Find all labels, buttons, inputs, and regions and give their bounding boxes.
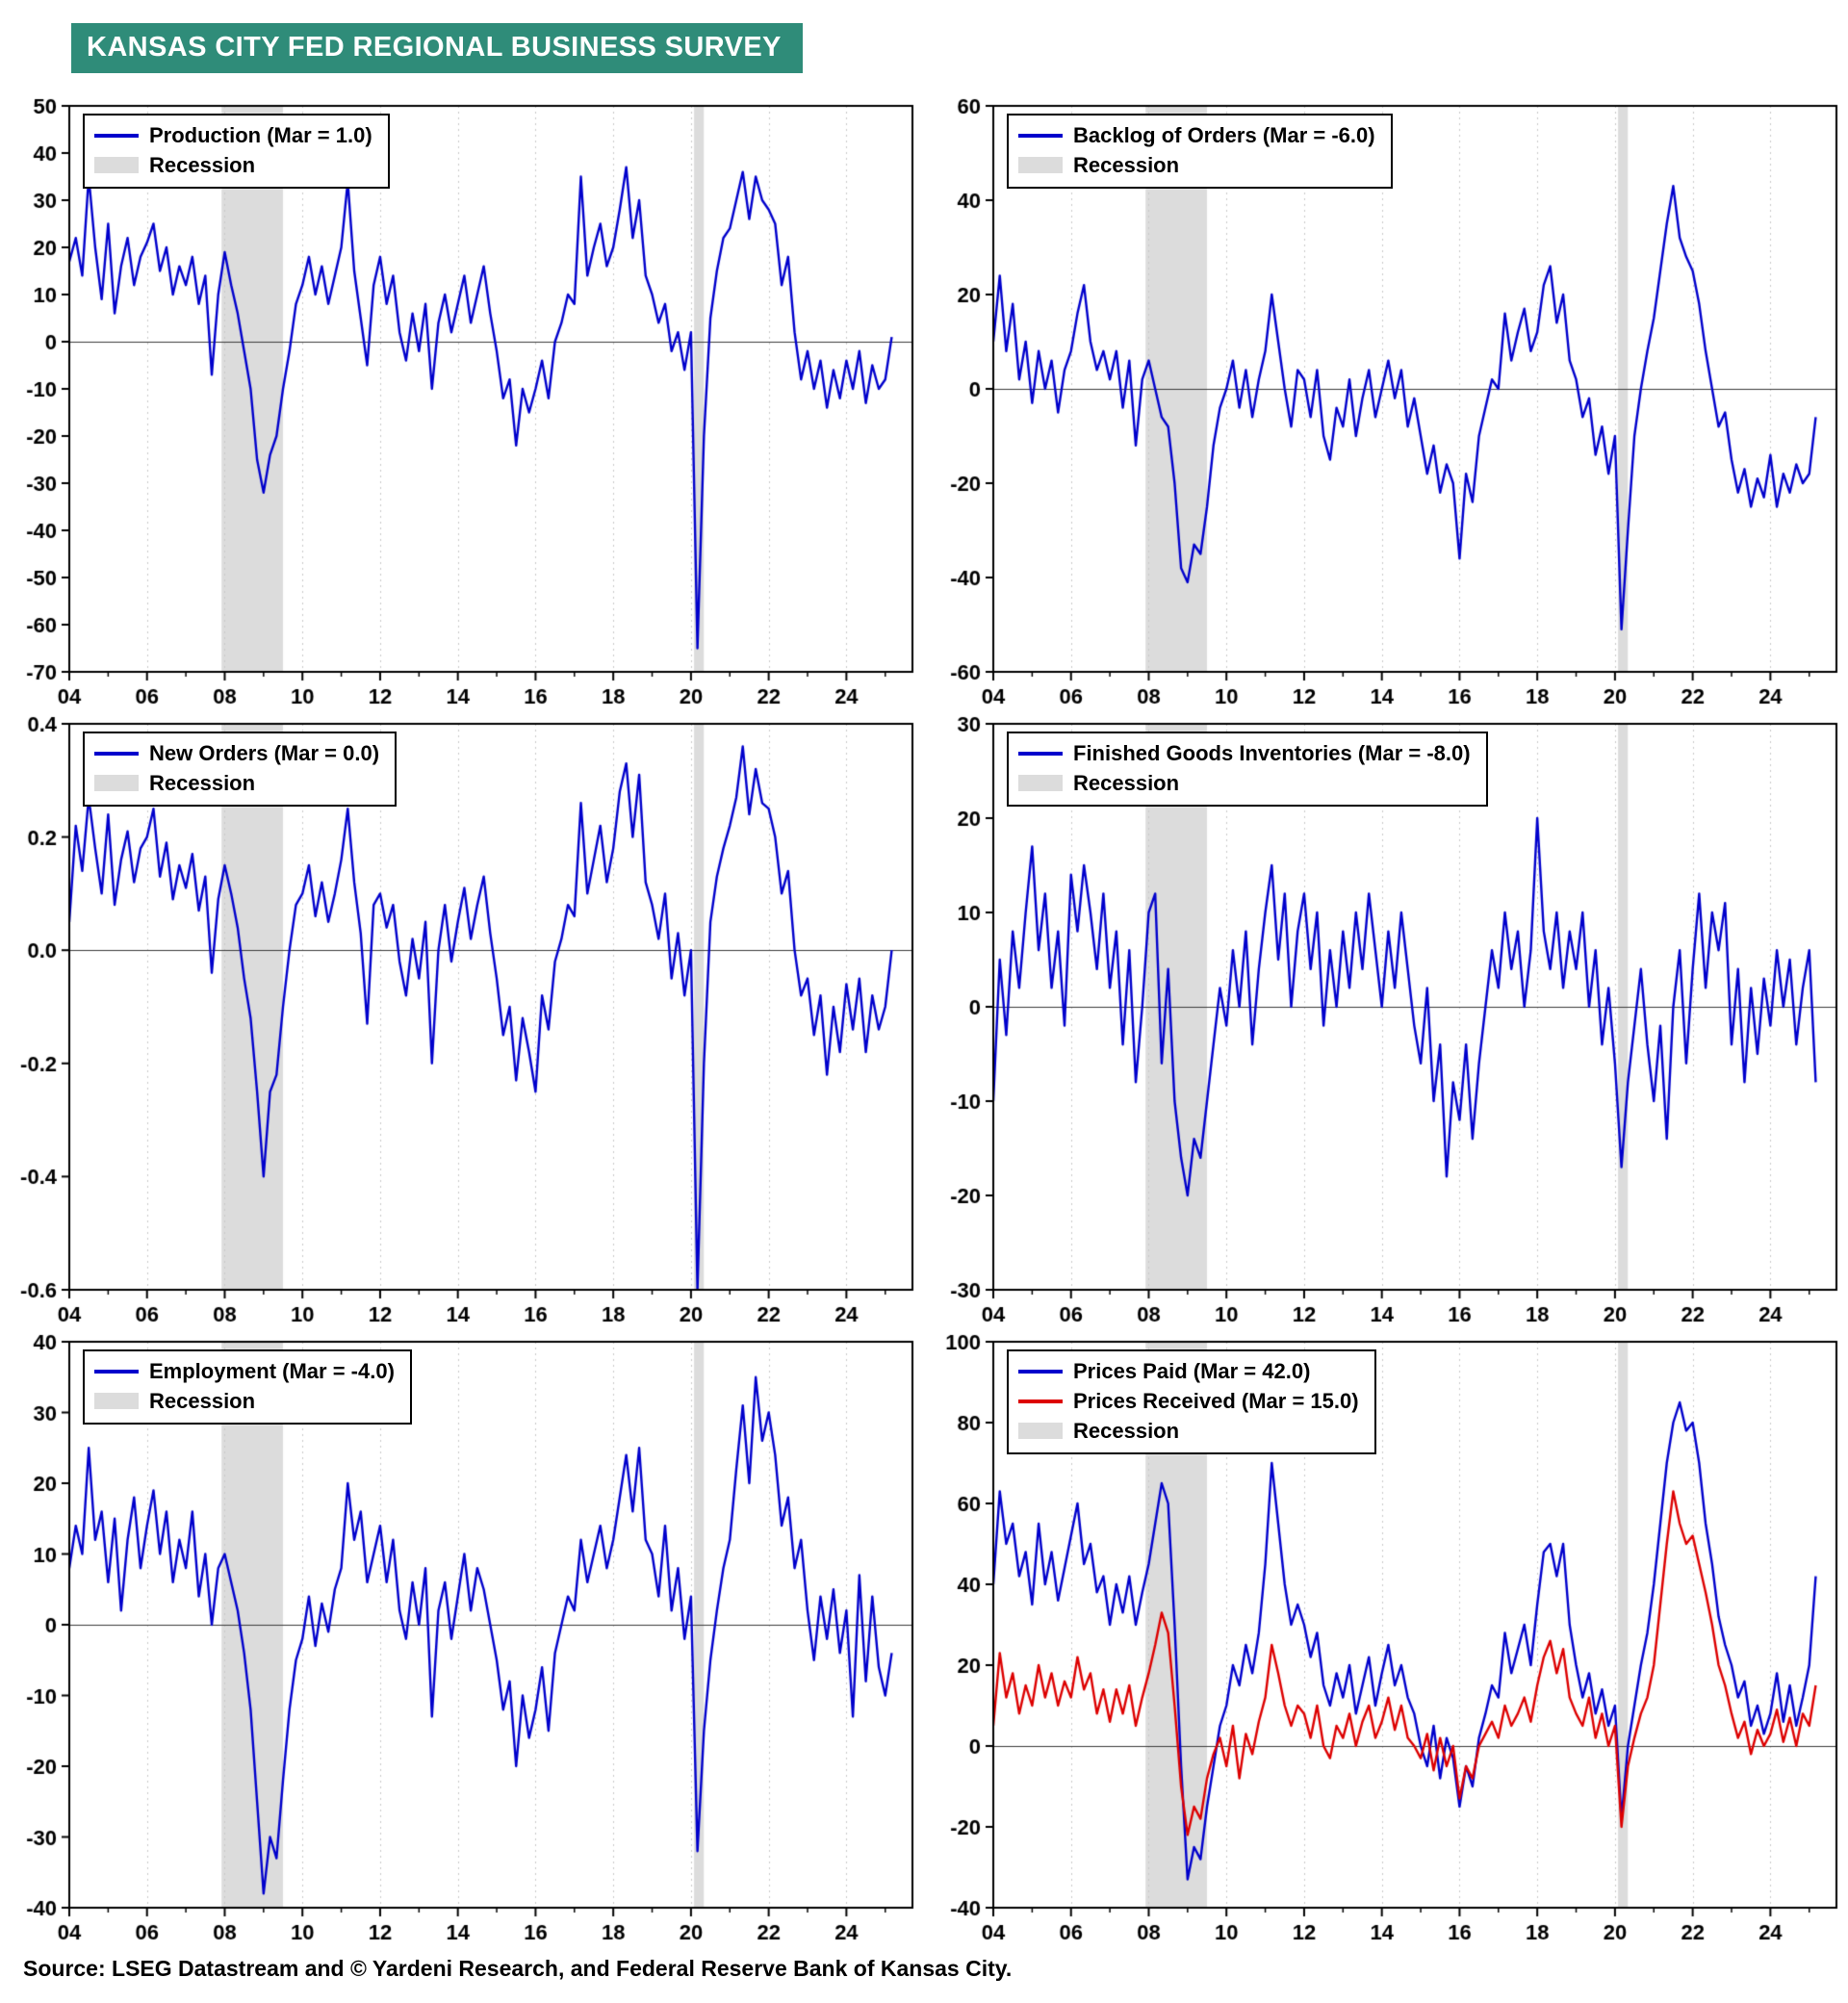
new-orders-chart [6, 716, 920, 1328]
line-swatch [1018, 1399, 1063, 1403]
page-header: KANSAS CITY FED REGIONAL BUSINESS SURVEY [0, 0, 1848, 98]
page-title: KANSAS CITY FED REGIONAL BUSINESS SURVEY [71, 23, 803, 73]
legend-label: New Orders (Mar = 0.0) [149, 740, 380, 765]
recession-swatch [1018, 1423, 1063, 1439]
legend-entry: Employment (Mar = -4.0) [94, 1356, 395, 1386]
panel-prices: Prices Paid (Mar = 42.0) Prices Received… [930, 1334, 1844, 1946]
finished-goods-inventories-chart [930, 716, 1844, 1328]
line-swatch [94, 751, 139, 756]
legend-entry: Finished Goods Inventories (Mar = -8.0) [1018, 738, 1471, 768]
recession-swatch [1018, 775, 1063, 791]
legend-label: Recession [149, 1388, 256, 1413]
legend-entry: Recession [1018, 1416, 1359, 1446]
line-swatch [1018, 751, 1063, 756]
panel-finished-goods-inventories: Finished Goods Inventories (Mar = -8.0) … [930, 716, 1844, 1328]
legend-entry: Recession [1018, 150, 1375, 180]
recession-swatch [94, 157, 139, 173]
legend-entry: Recession [1018, 768, 1471, 798]
recession-swatch [1018, 157, 1063, 173]
legend-entry: Recession [94, 150, 372, 180]
legend-finished-goods-inventories: Finished Goods Inventories (Mar = -8.0) … [1007, 732, 1488, 807]
legend-label: Backlog of Orders (Mar = -6.0) [1073, 122, 1375, 147]
legend-label: Prices Paid (Mar = 42.0) [1073, 1358, 1311, 1383]
source-note: Source: LSEG Datastream and © Yardeni Re… [23, 1956, 1013, 1981]
legend-label: Prices Received (Mar = 15.0) [1073, 1388, 1359, 1413]
legend-prices: Prices Paid (Mar = 42.0) Prices Received… [1007, 1349, 1376, 1454]
line-swatch [1018, 133, 1063, 138]
legend-label: Recession [149, 152, 256, 177]
legend-entry: Production (Mar = 1.0) [94, 120, 372, 150]
legend-label: Recession [1073, 152, 1180, 177]
legend-entry: Prices Received (Mar = 15.0) [1018, 1386, 1359, 1416]
legend-employment: Employment (Mar = -4.0) Recession [83, 1349, 412, 1425]
backlog-of-orders-chart [930, 98, 1844, 710]
legend-label: Recession [1073, 770, 1180, 795]
legend-label: Production (Mar = 1.0) [149, 122, 372, 147]
charts-grid: Production (Mar = 1.0) Recession Backlog… [0, 98, 1848, 1946]
line-swatch [94, 133, 139, 138]
legend-entry: New Orders (Mar = 0.0) [94, 738, 379, 768]
legend-label: Finished Goods Inventories (Mar = -8.0) [1073, 740, 1471, 765]
legend-entry: Prices Paid (Mar = 42.0) [1018, 1356, 1359, 1386]
panel-employment: Employment (Mar = -4.0) Recession [6, 1334, 920, 1946]
legend-entry: Recession [94, 1386, 395, 1416]
legend-entry: Recession [94, 768, 379, 798]
legend-label: Recession [149, 770, 256, 795]
production-chart [6, 98, 920, 710]
employment-chart [6, 1334, 920, 1946]
legend-production: Production (Mar = 1.0) Recession [83, 114, 390, 189]
legend-new-orders: New Orders (Mar = 0.0) Recession [83, 732, 398, 807]
legend-backlog-of-orders: Backlog of Orders (Mar = -6.0) Recession [1007, 114, 1393, 189]
recession-swatch [94, 775, 139, 791]
legend-entry: Backlog of Orders (Mar = -6.0) [1018, 120, 1375, 150]
recession-swatch [94, 1393, 139, 1409]
panel-production: Production (Mar = 1.0) Recession [6, 98, 920, 710]
line-swatch [1018, 1369, 1063, 1374]
legend-label: Recession [1073, 1418, 1180, 1443]
panel-new-orders: New Orders (Mar = 0.0) Recession [6, 716, 920, 1328]
legend-label: Employment (Mar = -4.0) [149, 1358, 395, 1383]
line-swatch [94, 1369, 139, 1374]
panel-backlog-of-orders: Backlog of Orders (Mar = -6.0) Recession [930, 98, 1844, 710]
